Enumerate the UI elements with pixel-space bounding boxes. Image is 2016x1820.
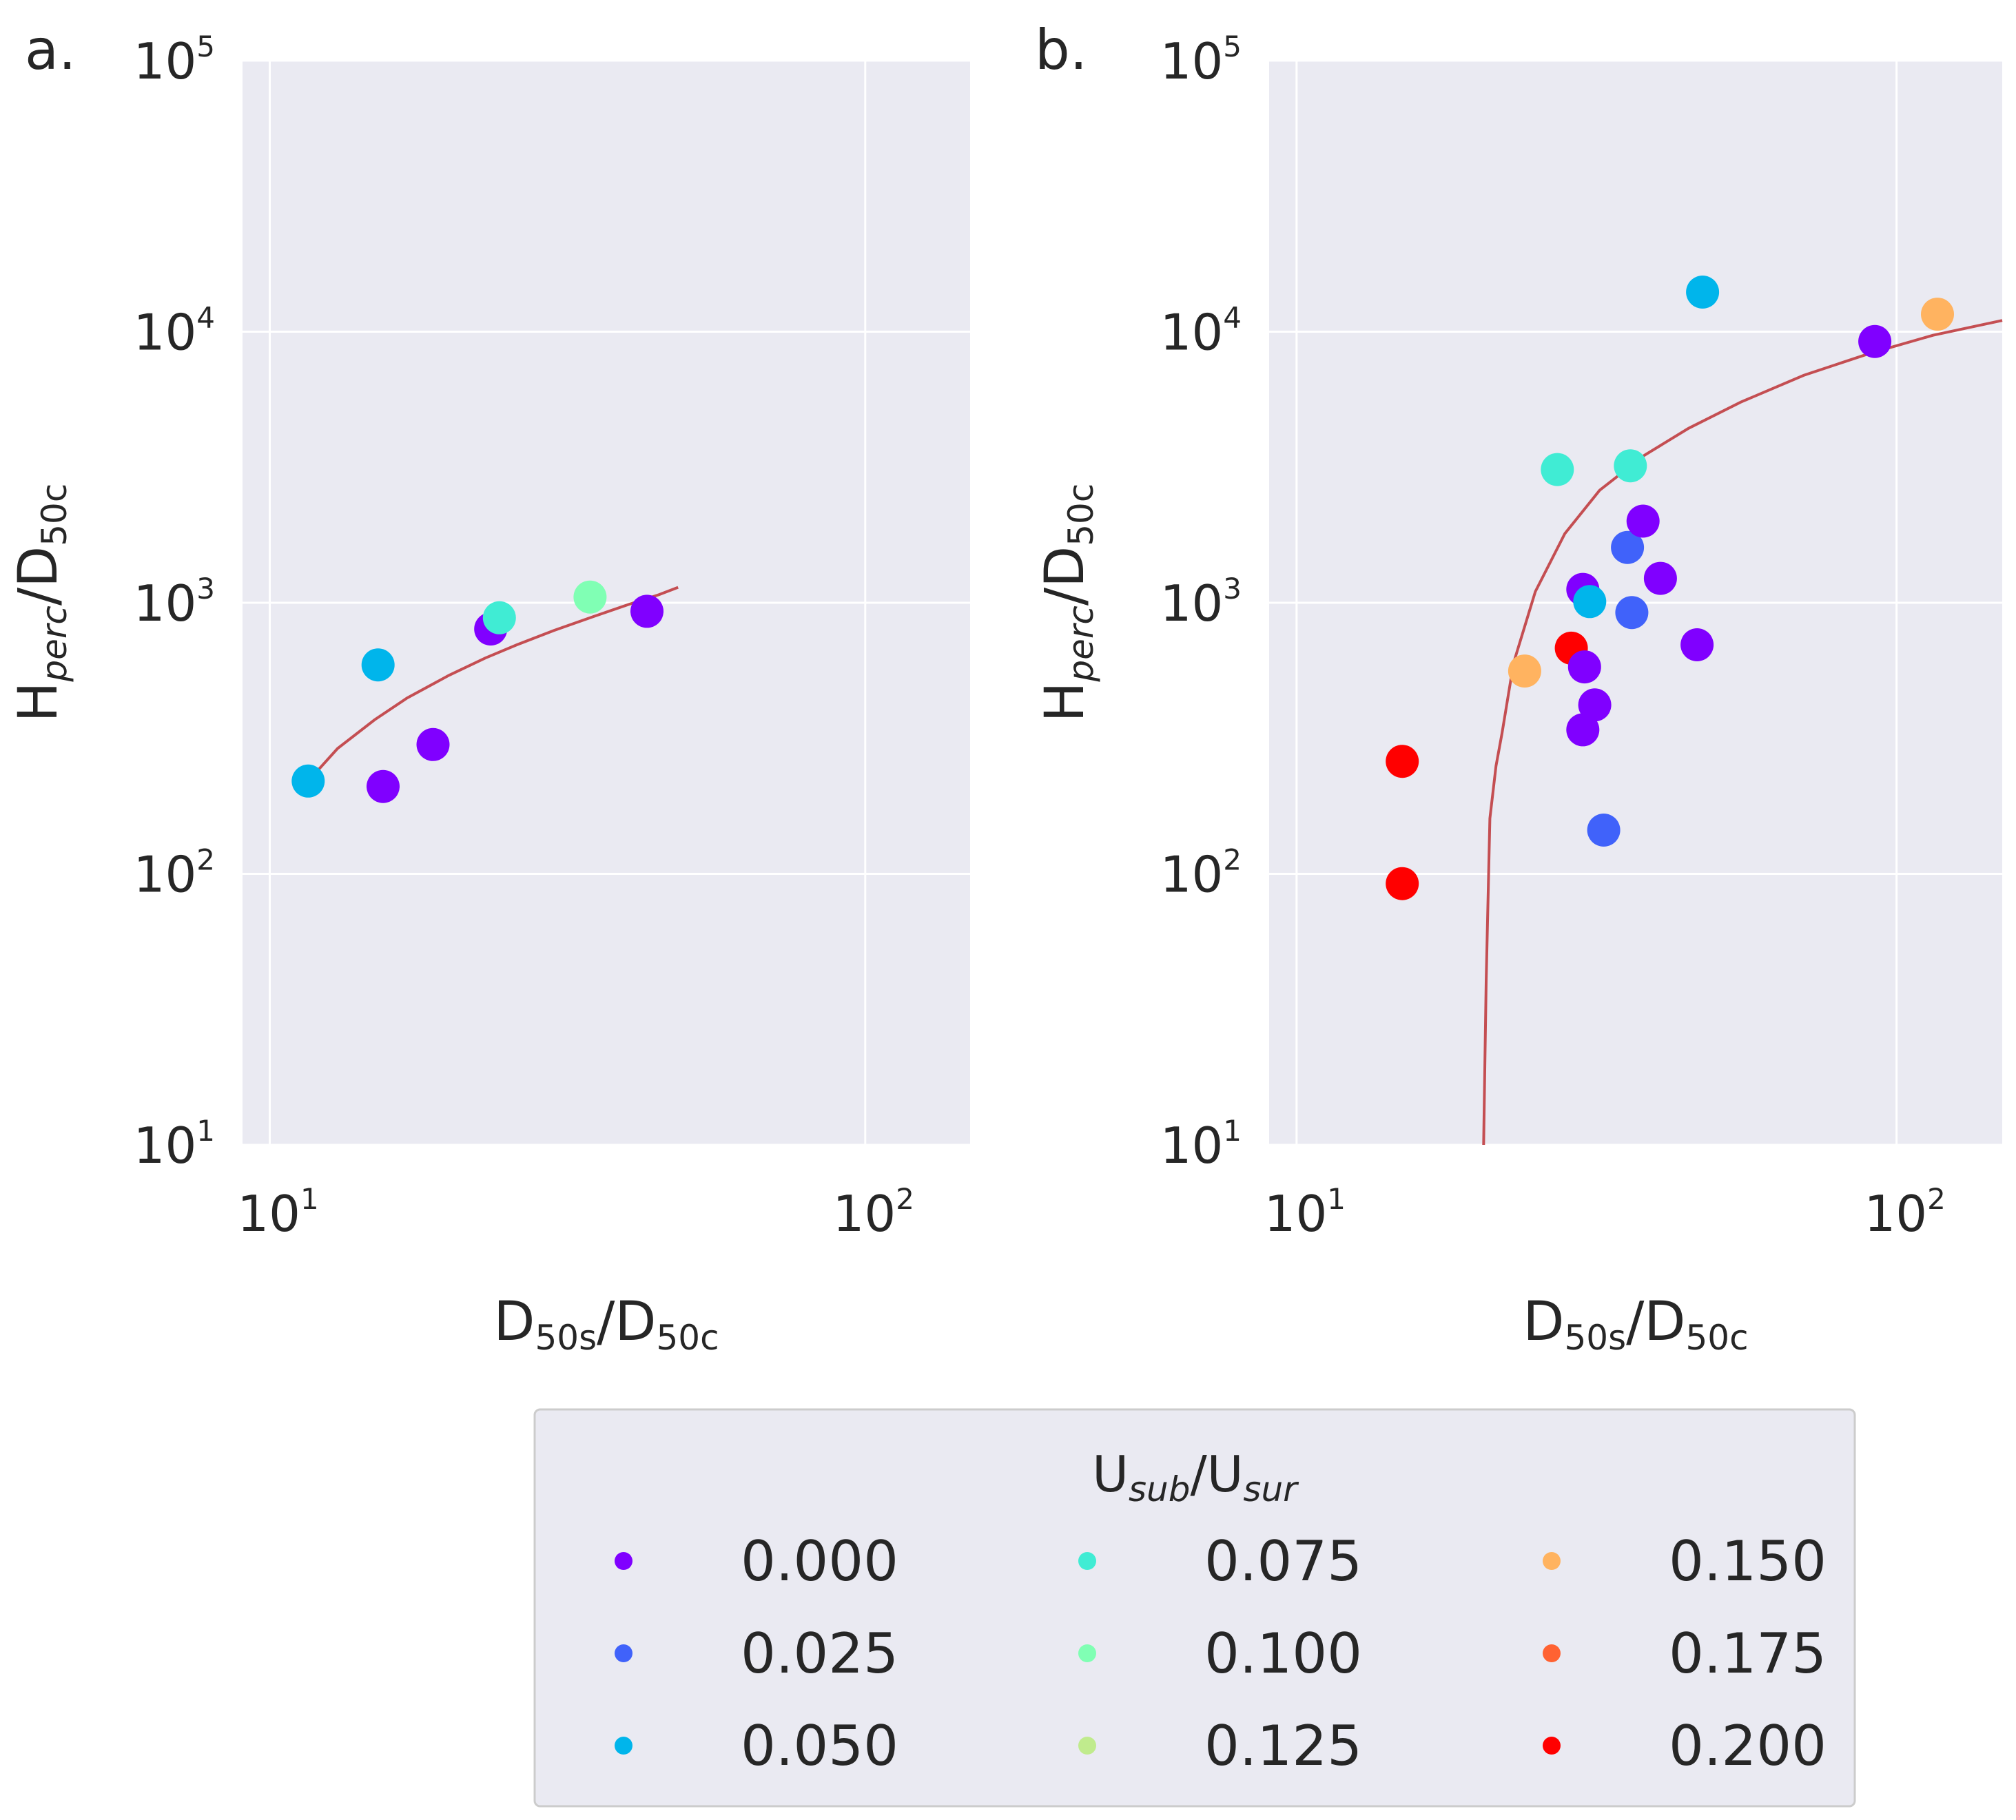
data-point <box>1858 324 1892 358</box>
x-tick-label: 102 <box>833 1182 914 1243</box>
x-axis-title-a: D50s/D50c <box>493 1291 719 1358</box>
data-point <box>482 601 516 634</box>
legend-label: 0.175 <box>1669 1622 1827 1686</box>
gridlines-a <box>243 59 970 1146</box>
legend-label: 0.200 <box>1669 1714 1827 1778</box>
legend-title: Usub/Usur <box>1092 1445 1299 1509</box>
legend-items: 0.000 0.025 0.050 0.075 0.100 0.125 0.150 0.175… <box>615 1529 1827 1778</box>
data-point <box>1921 298 1954 331</box>
ticks-a: 101 102 103 104 105 101 102 <box>134 30 914 1243</box>
data-point <box>361 648 395 682</box>
x-axis-title-b: D50s/D50c <box>1523 1291 1748 1358</box>
legend-marker <box>615 1552 632 1570</box>
x-tick-label: 101 <box>1264 1182 1346 1243</box>
data-point <box>1566 713 1600 747</box>
y-tick-label: 101 <box>1160 1114 1242 1175</box>
y-tick-label: 105 <box>1160 30 1242 90</box>
y-tick-label: 104 <box>1160 301 1242 362</box>
data-point <box>367 769 400 803</box>
data-point <box>1508 654 1541 688</box>
data-point <box>291 764 325 798</box>
x-tick-label: 102 <box>1864 1182 1945 1243</box>
data-point <box>1567 650 1601 684</box>
data-point <box>1626 504 1660 538</box>
data-point <box>416 727 450 761</box>
data-point <box>630 594 664 628</box>
y-tick-label: 102 <box>1160 843 1242 904</box>
legend-marker <box>1543 1552 1561 1570</box>
legend-marker <box>1543 1737 1561 1755</box>
panel-b: 101 102 103 104 105 101 102 b. D50s/D50c Hperc… <box>1034 18 2003 1358</box>
legend-label: 0.075 <box>1204 1529 1362 1593</box>
x-tick-label: 101 <box>237 1182 318 1243</box>
y-tick-label: 103 <box>134 572 215 632</box>
data-point <box>1615 596 1649 630</box>
data-point <box>573 580 607 614</box>
legend-marker <box>1078 1644 1096 1662</box>
data-point <box>1680 628 1714 661</box>
legend-marker <box>615 1737 632 1755</box>
data-point <box>1611 530 1645 564</box>
legend-label: 0.025 <box>741 1622 898 1686</box>
y-tick-label: 103 <box>1160 572 1242 632</box>
y-tick-label: 105 <box>134 30 215 90</box>
data-point <box>1386 867 1419 900</box>
y-tick-label: 101 <box>134 1114 215 1175</box>
data-point <box>1686 276 1720 309</box>
legend-marker <box>1078 1737 1096 1755</box>
panel-label-a: a. <box>25 18 76 82</box>
data-point <box>1386 745 1419 778</box>
legend-marker <box>1543 1644 1561 1662</box>
fit-curve-b <box>1482 319 2003 1146</box>
legend-marker <box>1078 1552 1096 1570</box>
y-tick-label: 104 <box>134 301 215 362</box>
data-point <box>1573 585 1607 619</box>
points-a <box>291 580 664 803</box>
data-point <box>1614 449 1647 483</box>
legend: Usub/Usur 0.000 0.025 0.050 0.075 0.100 0.125… <box>533 1408 1856 1808</box>
legend-marker <box>615 1644 632 1662</box>
data-point <box>1643 561 1677 595</box>
ticks-b: 101 102 103 104 105 101 102 <box>1160 30 1946 1243</box>
legend-label: 0.100 <box>1204 1622 1362 1686</box>
legend-label: 0.000 <box>741 1529 898 1593</box>
legend-label: 0.150 <box>1669 1529 1827 1593</box>
data-point <box>1541 453 1574 486</box>
data-point <box>1578 688 1612 722</box>
y-axis-title-b: Hperc/D50c <box>1034 484 1101 723</box>
y-axis-title-a: Hperc/D50c <box>8 484 74 723</box>
legend-label: 0.050 <box>741 1714 898 1778</box>
panel-label-b: b. <box>1035 18 1087 82</box>
panel-a: 101 102 103 104 105 101 102 a. D50s/D50c Hperc… <box>8 18 970 1358</box>
points-b <box>1386 276 1954 900</box>
y-tick-label: 102 <box>134 843 215 904</box>
data-point <box>1587 814 1621 847</box>
legend-box <box>533 1408 1856 1808</box>
legend-label: 0.125 <box>1204 1714 1362 1778</box>
